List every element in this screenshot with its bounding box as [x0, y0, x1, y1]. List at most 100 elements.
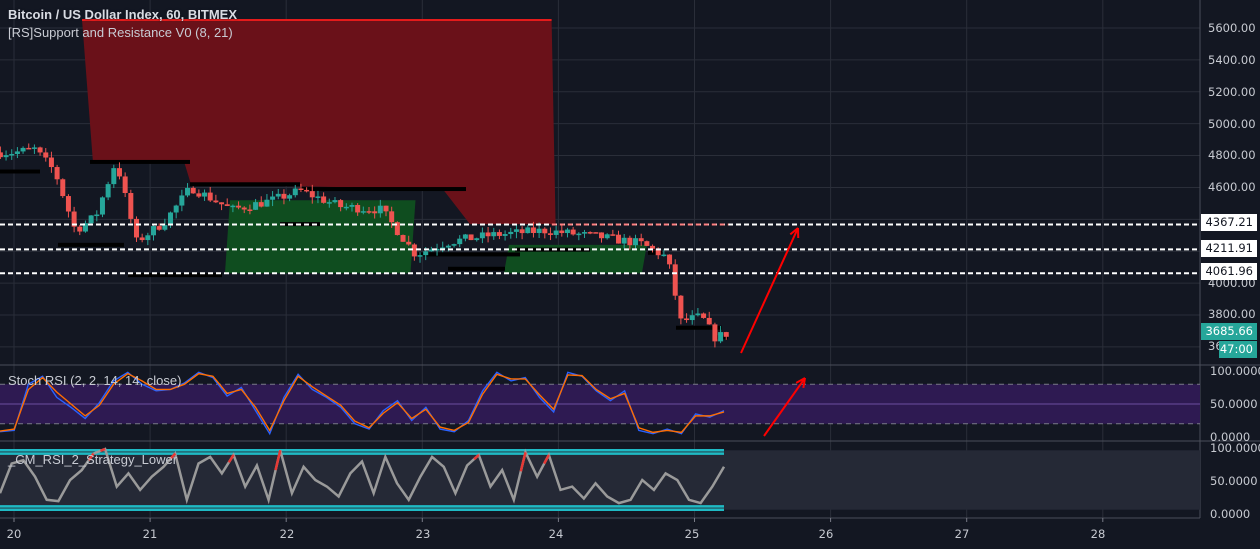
candle-body: [707, 318, 712, 324]
candle-body: [344, 207, 349, 209]
date-label: 22: [280, 527, 295, 541]
bar-countdown-tag: 47:00: [1219, 341, 1257, 358]
candle-body: [452, 244, 457, 246]
candle-body: [191, 188, 196, 193]
candle-body: [247, 209, 252, 211]
candle-body: [361, 211, 366, 213]
candle-body: [474, 238, 479, 240]
candle-body: [497, 232, 502, 236]
candle-body: [196, 193, 201, 196]
candle-body: [66, 196, 71, 211]
candle-body: [531, 227, 536, 233]
candle-body: [157, 226, 162, 230]
candle-body: [571, 230, 576, 235]
price-label: 4800.00: [1208, 148, 1256, 162]
price-label: 3800.00: [1208, 307, 1256, 321]
date-label: 27: [955, 527, 970, 541]
candle-body: [253, 202, 258, 210]
indicator-stoch-legend[interactable]: Stoch RSI (2, 2, 14, 14, close): [8, 373, 181, 388]
candle-body: [140, 237, 145, 240]
candle-body: [111, 168, 116, 184]
candle-body: [673, 264, 678, 295]
candle-body: [695, 313, 700, 315]
candle-body: [633, 238, 638, 245]
candle-body: [208, 193, 213, 201]
candle-body: [315, 196, 320, 198]
candle-body: [548, 233, 553, 235]
candle-body: [355, 205, 360, 212]
date-label: 23: [416, 527, 431, 541]
candle-body: [401, 235, 406, 242]
candle-body: [236, 206, 241, 208]
candle-body: [525, 227, 530, 233]
date-label: 26: [819, 527, 834, 541]
candle-body: [576, 234, 581, 236]
candle-body: [486, 232, 491, 236]
candle-body: [554, 231, 559, 235]
candle-body: [213, 200, 218, 202]
price-label: 4600.00: [1208, 180, 1256, 194]
candle-body: [684, 318, 689, 320]
candle-body: [593, 232, 598, 234]
candle-body: [690, 315, 695, 320]
candle-body: [106, 184, 111, 197]
candle-body: [423, 251, 428, 255]
candle-body: [185, 188, 190, 196]
candle-body: [276, 194, 281, 197]
candle-body: [219, 202, 224, 204]
candle-body: [327, 202, 332, 204]
candle-body: [542, 229, 547, 234]
price-label: 5200.00: [1208, 85, 1256, 99]
candle-body: [650, 246, 655, 249]
candle-body: [514, 229, 519, 232]
candle-body: [128, 193, 133, 219]
candle-body: [123, 176, 128, 193]
sr-step-line: [128, 273, 222, 277]
indicator-cm-legend[interactable]: _CM_RSI_2_Strategy_Lower: [8, 452, 177, 467]
date-label: 20: [7, 527, 22, 541]
candle-body: [701, 313, 706, 317]
candle-body: [457, 239, 462, 244]
candle-body: [610, 234, 615, 236]
cm-axis-label: 0.0000: [1210, 507, 1250, 521]
date-label: 24: [549, 527, 564, 541]
candle-body: [94, 215, 99, 217]
stoch-axis-label: 50.0000: [1210, 397, 1258, 411]
candle-body: [644, 241, 649, 246]
candle-body: [378, 206, 383, 214]
level-tag-4061: 4061.96: [1201, 263, 1257, 280]
sr-step-line: [58, 243, 124, 247]
level-tag-4211: 4211.91: [1201, 240, 1257, 257]
candle-body: [0, 152, 3, 157]
candle-body: [4, 155, 9, 157]
candle-body: [582, 232, 587, 234]
date-label: 28: [1091, 527, 1106, 541]
candle-body: [174, 206, 179, 213]
candle-body: [77, 227, 82, 232]
candle-body: [463, 234, 468, 238]
sr-step-line: [418, 252, 520, 256]
symbol-title[interactable]: Bitcoin / US Dollar Index, 60, BITMEX: [8, 7, 237, 22]
sr-step-line: [90, 160, 190, 164]
candle-body: [38, 147, 43, 152]
candle-body: [724, 332, 729, 337]
sr-step-line: [0, 170, 40, 174]
candle-body: [349, 205, 354, 207]
indicator-sr-legend[interactable]: [RS]Support and Resistance V0 (8, 21): [8, 25, 233, 40]
candle-body: [627, 238, 632, 245]
level-tag-4367: 4367.21: [1201, 214, 1257, 231]
price-label: 5000.00: [1208, 117, 1256, 131]
candle-body: [100, 197, 105, 214]
sr-step-line: [448, 267, 505, 271]
price-label: 5600.00: [1208, 21, 1256, 35]
candle-body: [168, 212, 173, 225]
candle-body: [406, 242, 411, 245]
candle-body: [469, 234, 474, 240]
sr-step-line: [190, 182, 300, 186]
candle-body: [661, 255, 666, 257]
candle-body: [508, 232, 513, 234]
candle-body: [338, 200, 343, 207]
candle-body: [225, 204, 230, 206]
